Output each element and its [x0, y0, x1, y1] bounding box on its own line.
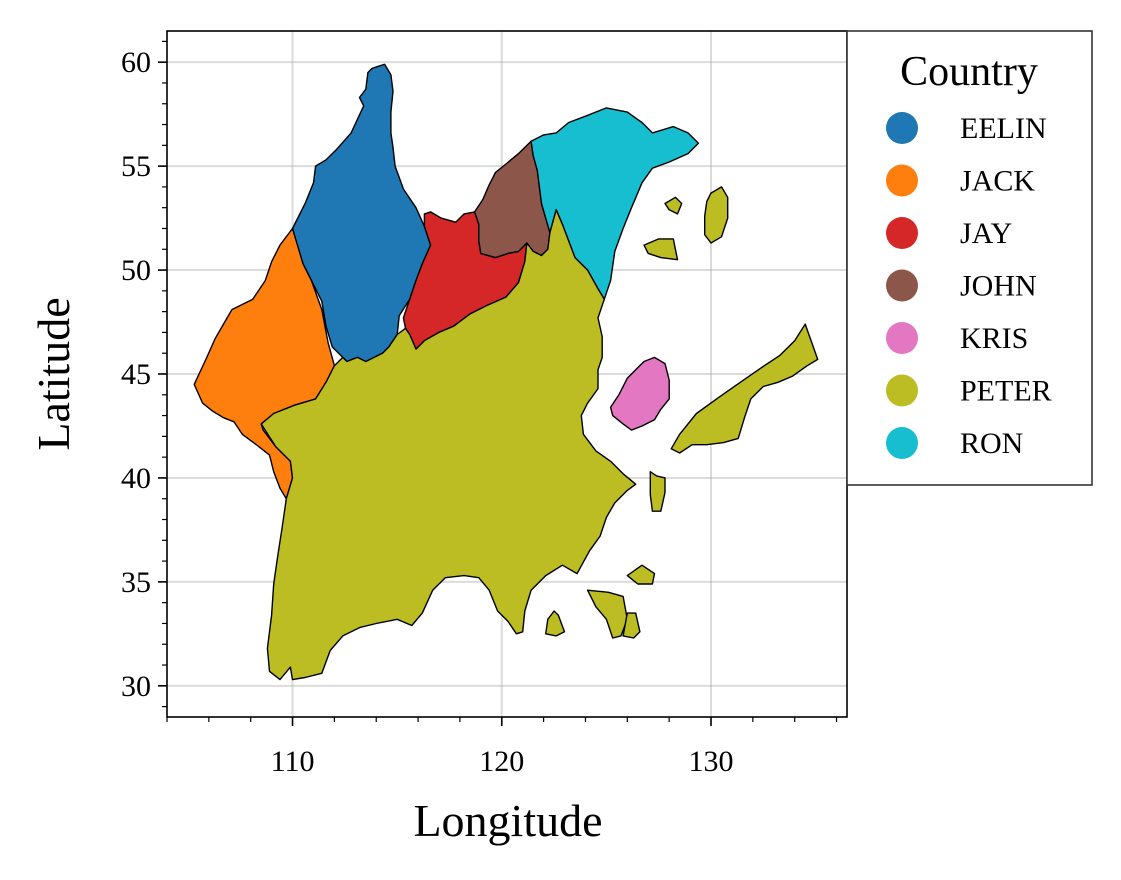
legend-label-jay: JAY [960, 217, 1012, 250]
y-axis-title: Latitude [28, 297, 79, 450]
region-peter [626, 564, 656, 585]
legend-title: Country [900, 49, 1038, 95]
region-peter [664, 196, 683, 215]
legend-label-jack: JACK [960, 165, 1035, 198]
region-peter [643, 238, 679, 261]
y-tick-label: 60 [121, 46, 151, 79]
axis-ticks: 110 120 130 30 35 40 45 50 55 60 [121, 40, 838, 778]
legend-swatch-john [886, 269, 918, 302]
y-tick-label: 35 [121, 566, 151, 599]
x-axis-title: Longitude [413, 795, 602, 846]
x-tick-label: 120 [479, 745, 524, 778]
x-tick-label: 110 [271, 745, 315, 778]
region-peter [545, 610, 566, 637]
legend-label-eelin: EELIN [960, 112, 1047, 145]
y-tick-label: 50 [121, 254, 151, 287]
legend-box [846, 30, 1093, 486]
region-kris [609, 356, 670, 431]
y-tick-label: 55 [121, 150, 151, 183]
legend-label-ron: RON [960, 427, 1023, 460]
region-peter [622, 612, 641, 639]
region-peter [586, 589, 628, 639]
region-peter [704, 186, 729, 244]
legend-swatch-kris [886, 322, 918, 354]
legend-swatch-eelin [886, 112, 918, 144]
x-tick-label: 130 [689, 745, 734, 778]
y-tick-label: 30 [121, 670, 151, 703]
legend: Country EELIN JACK JAY JOHN KRIS PETER RON [846, 30, 1093, 486]
legend-swatch-jay [886, 217, 918, 249]
legend-entries: EELIN JACK JAY JOHN KRIS PETER RON [886, 112, 1052, 460]
region-peter [649, 471, 666, 512]
region-peter [670, 323, 819, 454]
y-tick-label: 45 [121, 358, 151, 391]
legend-label-kris: KRIS [960, 322, 1028, 355]
y-tick-label: 40 [121, 462, 151, 495]
legend-swatch-peter [886, 374, 918, 407]
region-peter [260, 209, 637, 681]
legend-label-peter: PETER [960, 375, 1052, 408]
legend-swatch-jack [886, 164, 918, 197]
map-regions [193, 63, 819, 681]
legend-label-john: JOHN [960, 270, 1037, 303]
legend-swatch-ron [886, 427, 918, 459]
